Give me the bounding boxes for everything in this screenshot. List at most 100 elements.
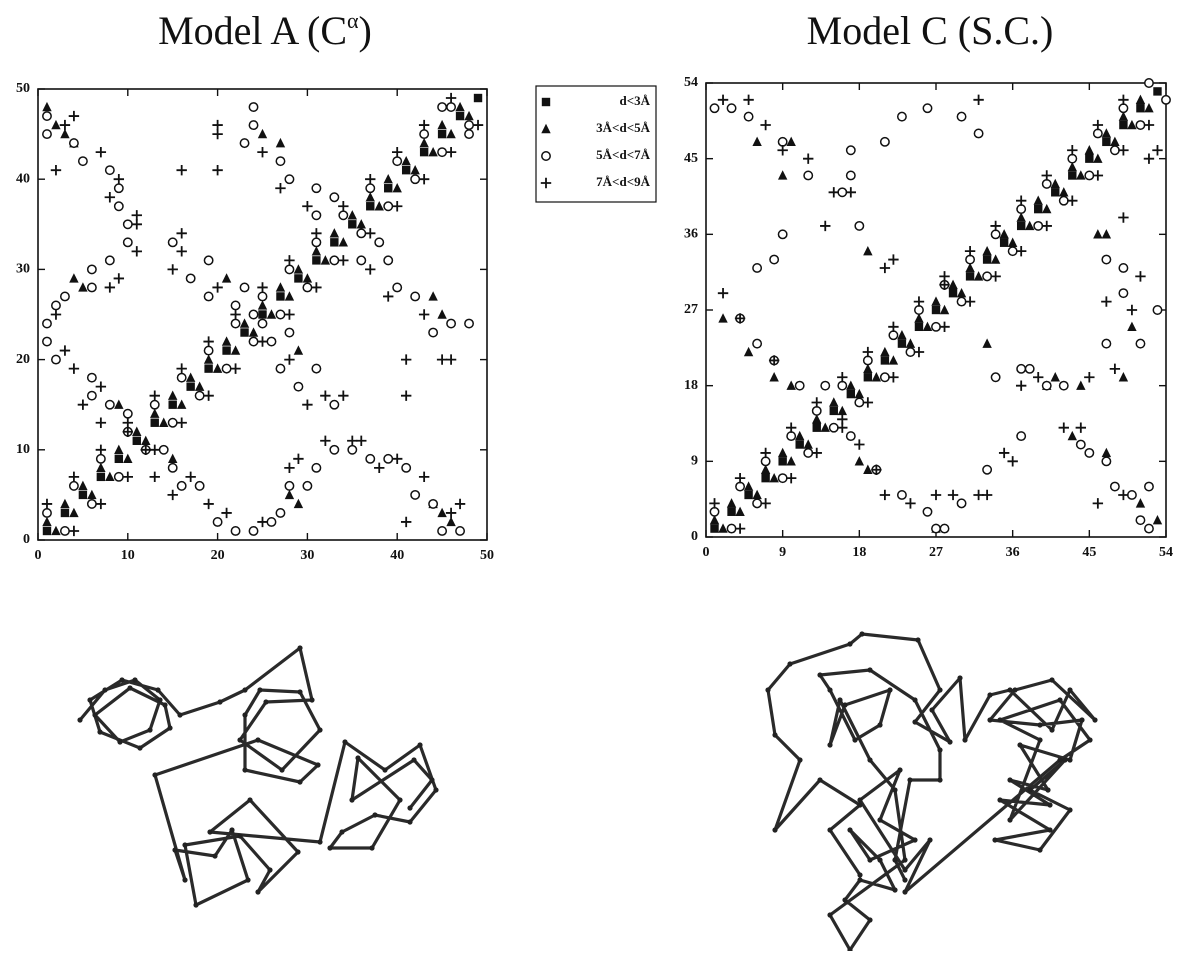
contact-point [330, 446, 338, 454]
contact-point [69, 472, 79, 482]
contact-point [1025, 221, 1034, 230]
contact-point [1051, 188, 1059, 196]
x-tick-label: 0 [703, 545, 710, 560]
y-tick-label: 10 [16, 442, 30, 457]
contact-point [1034, 196, 1043, 205]
contact-point [854, 439, 864, 449]
figure: Model A (Cα)0102030405001020304050d<3Å3Å… [0, 0, 1187, 951]
contact-point [169, 419, 177, 427]
contact-point [1093, 229, 1102, 238]
contact-point [258, 319, 266, 327]
y-tick-label: 27 [684, 302, 698, 317]
contact-point [384, 455, 392, 463]
y-tick-label: 9 [691, 454, 698, 469]
contact-point [778, 457, 786, 465]
contact-point [294, 382, 302, 390]
contact-point [736, 482, 744, 490]
contact-point [203, 390, 213, 400]
contact-point [1110, 364, 1120, 374]
contact-point [437, 508, 446, 517]
contact-point [1008, 247, 1016, 255]
contact-point [123, 454, 132, 463]
contact-point [804, 449, 812, 457]
chart-title: Model C (S.C.) [807, 8, 1054, 53]
contact-point [446, 508, 456, 518]
contact-point [115, 473, 123, 481]
contact-point [897, 330, 906, 339]
contact-point [465, 130, 473, 138]
x-tick-label: 30 [300, 548, 314, 563]
contact-point [855, 222, 863, 230]
contact-point [267, 518, 275, 526]
contact-point [384, 184, 392, 192]
contact-point [880, 263, 890, 273]
contact-point [186, 274, 194, 282]
contact-point [169, 464, 177, 472]
contact-point [465, 121, 473, 129]
contact-point [1093, 120, 1103, 130]
contact-point [1119, 264, 1127, 272]
contact-point [338, 255, 348, 265]
contact-point [999, 229, 1008, 238]
contact-point [1136, 95, 1145, 104]
y-tick-label: 18 [684, 378, 698, 393]
contact-point [1153, 87, 1161, 95]
contact-point [437, 354, 447, 364]
contact-point [923, 322, 932, 331]
structure-a [80, 648, 436, 905]
x-tick-label: 9 [779, 545, 786, 560]
contact-point [1076, 423, 1086, 433]
contact-point [51, 309, 61, 319]
contact-point [176, 418, 186, 428]
contact-point [829, 397, 838, 406]
contact-point [330, 256, 338, 264]
contact-point [169, 401, 177, 409]
contact-point [1034, 205, 1042, 213]
contact-point [735, 507, 744, 516]
contact-point [401, 156, 410, 165]
contact-point [51, 165, 61, 175]
contact-point [786, 380, 795, 389]
contact-point [778, 474, 786, 482]
contact-point [1102, 138, 1110, 146]
contact-point [1145, 524, 1153, 532]
y-tick-label: 20 [16, 352, 30, 367]
contact-point [222, 346, 230, 354]
contact-point [803, 153, 813, 163]
contact-point [43, 112, 51, 120]
contact-point [982, 338, 991, 347]
contact-point [1085, 171, 1093, 179]
contact-point [727, 508, 735, 516]
contact-point [61, 509, 69, 517]
contact-point [1110, 137, 1119, 146]
contact-point [871, 465, 881, 475]
contact-point [991, 373, 999, 381]
contact-point [276, 138, 285, 147]
contact-point [150, 472, 160, 482]
contact-point [821, 423, 830, 432]
contact-point [212, 120, 222, 130]
contact-point [898, 339, 906, 347]
contact-point [303, 482, 311, 490]
contact-point [786, 137, 795, 146]
contact-point [821, 381, 829, 389]
contact-point [420, 130, 428, 138]
contact-point [1144, 120, 1154, 130]
contact-point [204, 364, 212, 372]
contact-point [141, 445, 151, 455]
contact-point [321, 255, 330, 264]
contact-point [115, 202, 123, 210]
title-superscript: α [347, 8, 359, 33]
contact-point [1136, 104, 1144, 112]
contact-point [990, 271, 1000, 281]
contact-point [285, 291, 294, 300]
contact-point [96, 499, 106, 509]
contact-point [231, 527, 239, 535]
x-tick-label: 36 [1006, 545, 1020, 560]
contact-point [888, 372, 898, 382]
contact-point [150, 409, 159, 418]
contact-point [743, 95, 753, 105]
contact-point [830, 407, 838, 415]
contact-point [753, 499, 761, 507]
contact-point [106, 256, 114, 264]
